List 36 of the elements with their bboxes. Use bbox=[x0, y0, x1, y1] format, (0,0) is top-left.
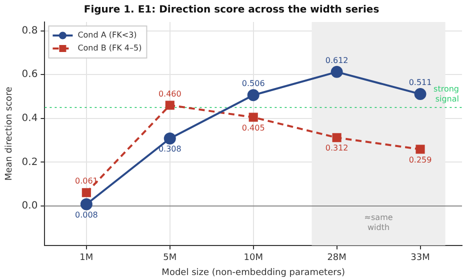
legend-label: Cond B (FK 4–5) bbox=[78, 44, 142, 53]
x-tick-label: 28M bbox=[327, 253, 346, 264]
y-tick-label: 0.2 bbox=[22, 156, 38, 168]
x-tick-label: 1M bbox=[80, 253, 94, 264]
point bbox=[414, 88, 426, 100]
x-tick-label: 5M bbox=[163, 253, 177, 264]
y-tick-label: 0.4 bbox=[22, 112, 38, 124]
point bbox=[80, 198, 92, 210]
data-label: 0.061 bbox=[74, 176, 98, 186]
point bbox=[332, 133, 342, 142]
data-label: 0.612 bbox=[325, 56, 348, 66]
legend-label: Cond A (FK<3) bbox=[78, 30, 137, 40]
y-tick-label: 0.8 bbox=[22, 25, 38, 36]
ref-line-label: strong signal bbox=[434, 84, 459, 104]
x-axis-title: Model size (non-embedding parameters) bbox=[162, 268, 346, 278]
point bbox=[165, 100, 174, 110]
data-label: 0.460 bbox=[158, 89, 182, 98]
point bbox=[164, 132, 176, 145]
point bbox=[330, 66, 343, 78]
y-tick-label: 0.6 bbox=[22, 69, 38, 80]
point bbox=[248, 112, 258, 122]
x-tick-label: 10M bbox=[244, 253, 263, 264]
x-tick-label: 33M bbox=[410, 253, 430, 264]
point bbox=[416, 144, 425, 154]
y-tick-label: 0.0 bbox=[22, 200, 38, 212]
band-label: ≈same width bbox=[364, 213, 393, 232]
data-label: 0.312 bbox=[325, 144, 348, 153]
data-label: 0.511 bbox=[408, 78, 432, 88]
data-label: 0.506 bbox=[242, 79, 265, 88]
chart-title: Figure 1. E1: Direction score across the width series bbox=[84, 4, 380, 16]
data-label: 0.405 bbox=[242, 123, 265, 132]
data-label: 0.259 bbox=[408, 155, 432, 164]
y-axis-title: Mean direction score bbox=[4, 86, 15, 181]
point bbox=[82, 188, 91, 198]
point bbox=[247, 89, 260, 102]
data-label: 0.008 bbox=[74, 210, 98, 220]
